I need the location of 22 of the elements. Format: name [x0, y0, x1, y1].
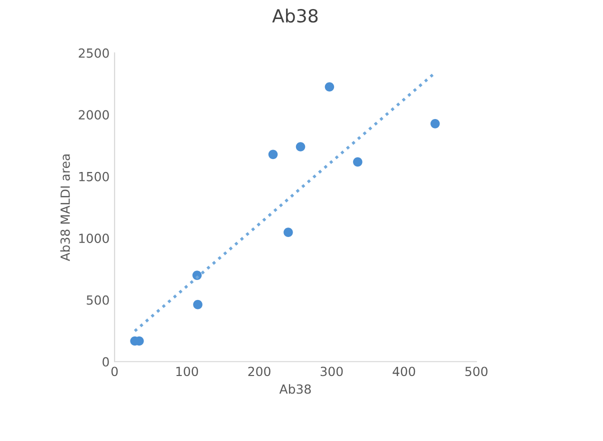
x-tick-label: 0: [111, 366, 118, 376]
y-axis-title: Ab38 MALDI area: [60, 154, 70, 262]
point: [324, 82, 334, 92]
y-tick-label: 2000: [78, 110, 109, 120]
x-tick-label: 400: [392, 366, 416, 376]
y-tick-label: 1000: [79, 234, 109, 244]
chart-title: Ab38: [272, 8, 318, 23]
point: [430, 119, 440, 128]
y-tick-label: 500: [86, 295, 109, 305]
point: [193, 300, 202, 310]
point: [284, 228, 293, 237]
y-tick-label: 2500: [78, 48, 109, 58]
point: [353, 157, 362, 167]
point: [296, 142, 306, 152]
x-axis-title: Ab38: [279, 384, 311, 394]
point: [268, 150, 278, 160]
x-tick-label: 500: [465, 366, 488, 376]
y-tick-label: 0: [102, 357, 109, 367]
x-tick-label: 200: [248, 366, 270, 376]
y-tick-label: 1500: [79, 172, 109, 182]
x-tick-label: 300: [320, 366, 343, 376]
x-tick-label: 100: [176, 366, 198, 376]
